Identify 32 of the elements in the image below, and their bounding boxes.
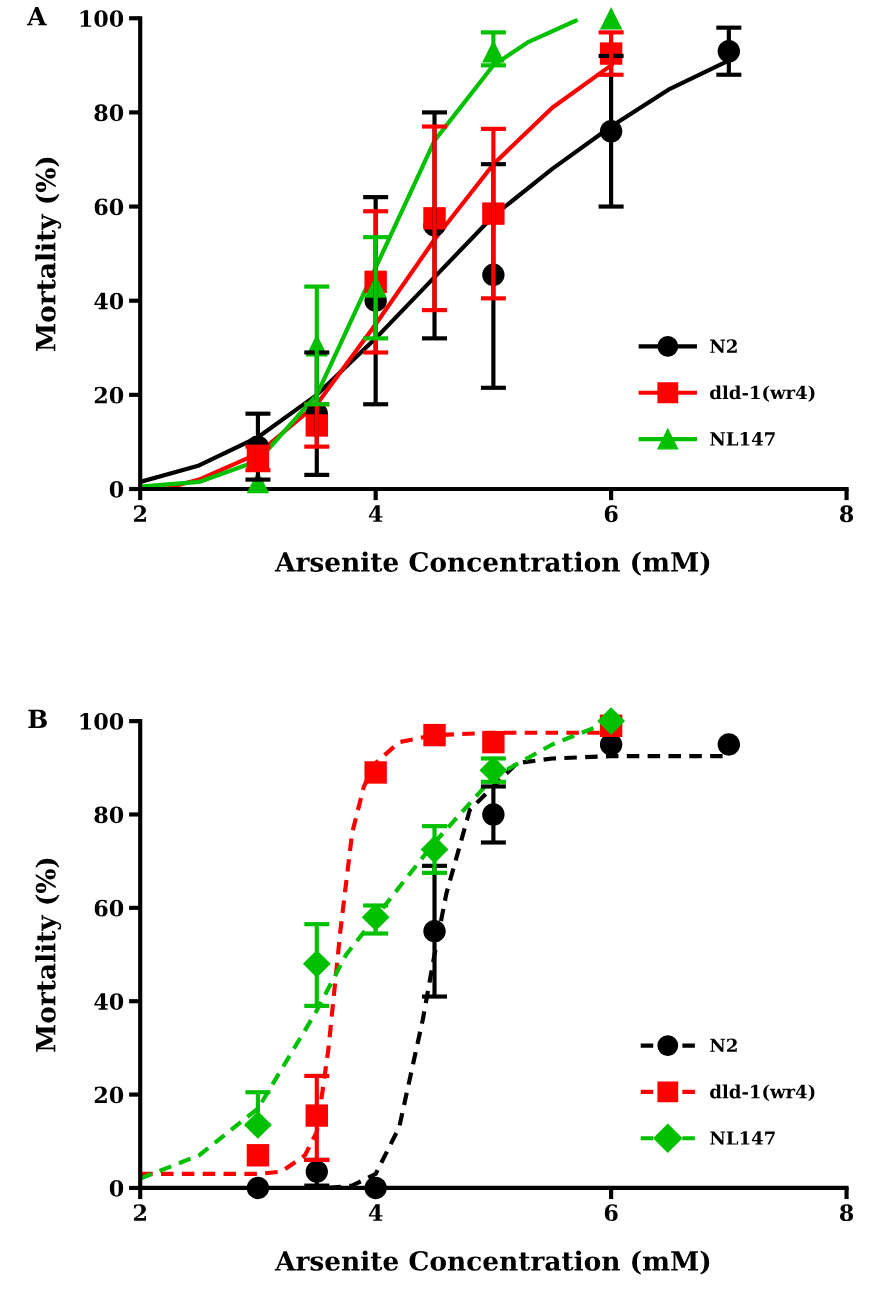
y-tick-label: 20 <box>94 1086 124 1104</box>
legend-label: N2 <box>710 1038 737 1052</box>
x-tick-label: 2 <box>133 1204 146 1221</box>
y-tick-label: 100 <box>80 713 124 730</box>
legend-label: dld-1(wr4) <box>710 1084 815 1102</box>
x-tick-label: 4 <box>368 1204 383 1221</box>
y-tick-label: 0 <box>109 480 124 498</box>
x-tick-label: 6 <box>604 1204 618 1222</box>
x-axis-title: Arsenite Concentration (mM) <box>274 1250 710 1275</box>
y-tick-label: 60 <box>94 899 124 917</box>
x-tick-label: 4 <box>368 505 383 522</box>
y-tick-label: 100 <box>80 10 124 28</box>
y-tick-label: 20 <box>94 386 124 404</box>
y-tick-label: 40 <box>94 292 124 310</box>
x-tick-label: 2 <box>133 505 146 522</box>
legend-label: NL147 <box>710 1131 775 1145</box>
chart-title: A <box>26 6 47 26</box>
x-axis-title: Arsenite Concentration (mM) <box>274 551 710 576</box>
legend-label: NL147 <box>710 432 775 446</box>
x-tick-label: 8 <box>839 505 854 523</box>
y-axis-title: Mortality (%) <box>35 858 62 1052</box>
legend-label: N2 <box>710 339 737 353</box>
chart-title: B <box>28 709 47 729</box>
y-tick-label: 80 <box>94 806 124 824</box>
y-tick-label: 40 <box>94 993 124 1010</box>
y-tick-label: 60 <box>94 198 124 216</box>
y-tick-label: 0 <box>109 1179 124 1197</box>
y-tick-label: 80 <box>94 104 124 122</box>
x-tick-label: 6 <box>604 505 618 523</box>
legend-label: dld-1(wr4) <box>710 385 815 402</box>
x-tick-label: 8 <box>839 1204 854 1222</box>
y-axis-title: Mortality (%) <box>35 157 62 351</box>
